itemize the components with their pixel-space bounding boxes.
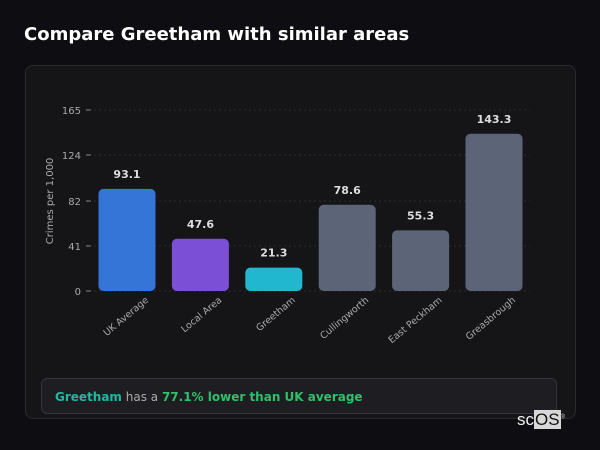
logo-suffix: OS <box>534 410 561 429</box>
bar-cullingworth <box>318 204 376 291</box>
insight-highlight: 77.1% lower than UK average <box>161 390 363 404</box>
data-label: 21.3 <box>260 247 287 260</box>
x-tick-label: UK Average <box>102 295 151 339</box>
data-label: 55.3 <box>407 209 434 222</box>
y-tick-label: 0 <box>75 287 81 298</box>
insight-text: has a <box>121 390 162 404</box>
y-axis-label: Crimes per 1,000 <box>45 158 56 245</box>
y-tick-label: 41 <box>68 242 81 253</box>
y-tick-label: 165 <box>62 106 81 117</box>
insight-box: Greetham has a 77.1% lower than UK avera… <box>41 378 557 414</box>
logo-prefix: sc <box>517 410 534 429</box>
y-tick-label: 124 <box>62 151 81 162</box>
insight-area: Greetham <box>55 390 122 404</box>
data-label: 47.6 <box>187 218 214 231</box>
bar-uk-average <box>98 188 156 291</box>
bar-greasbrough <box>465 133 523 291</box>
bar-greetham <box>245 267 303 291</box>
x-tick-label: Local Area <box>179 295 224 335</box>
y-tick-label: 82 <box>68 197 81 208</box>
data-label: 78.6 <box>334 184 361 197</box>
data-label: 93.1 <box>113 168 140 181</box>
data-label: 143.3 <box>477 113 512 126</box>
x-tick-label: Greetham <box>254 295 298 334</box>
page-title: Compare Greetham with similar areas <box>24 24 410 45</box>
bar-east-peckham <box>392 230 450 291</box>
x-tick-label: East Peckham <box>386 295 444 346</box>
scos-logo: scOS® <box>517 410 565 430</box>
logo-mark: ® <box>560 414 565 421</box>
x-tick-label: Greasbrough <box>464 295 518 343</box>
x-tick-label: Cullingworth <box>318 295 371 342</box>
bar-local-area <box>171 238 229 291</box>
